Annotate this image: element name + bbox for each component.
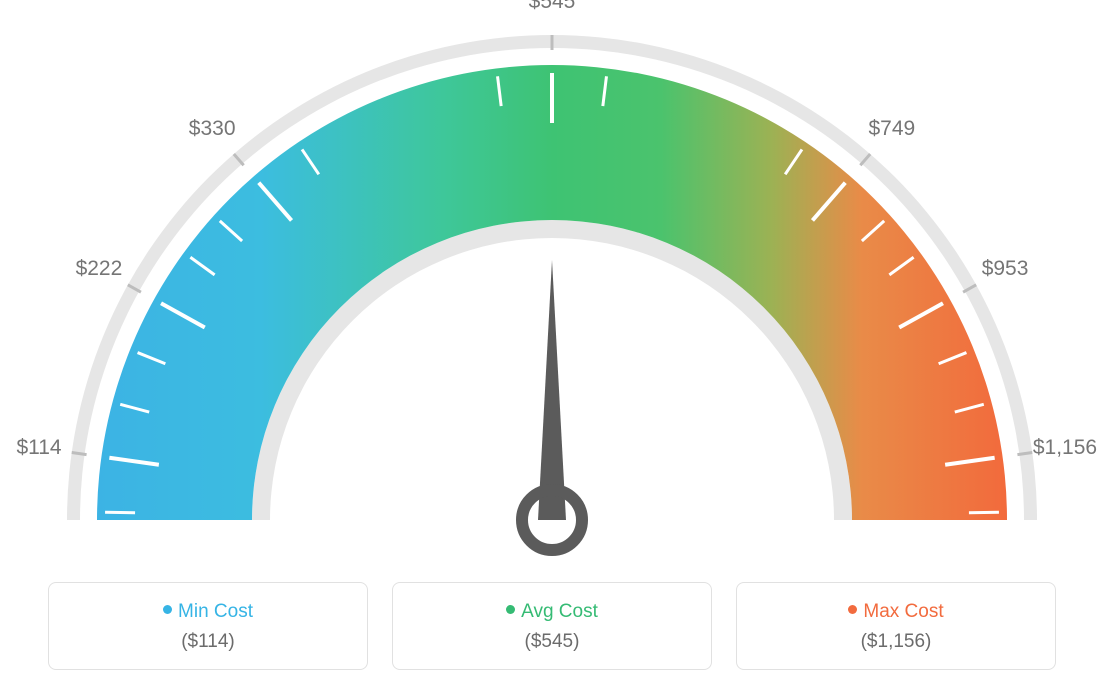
dot-icon xyxy=(506,605,515,614)
gauge-tick-label: $953 xyxy=(982,257,1029,281)
legend-avg-label: Avg Cost xyxy=(521,601,598,622)
legend-max-title: Max Cost xyxy=(737,601,1055,623)
gauge-chart: $114 $222 $330 $545 $749 $953 $1,156 xyxy=(0,0,1104,560)
legend-min-label: Min Cost xyxy=(178,601,253,622)
gauge-tick-label: $114 xyxy=(16,436,61,460)
gauge-tick-label: $545 xyxy=(529,0,576,14)
legend-avg-title: Avg Cost xyxy=(393,601,711,623)
legend-card-avg: Avg Cost ($545) xyxy=(392,582,712,670)
legend-card-min: Min Cost ($114) xyxy=(48,582,368,670)
legend-row: Min Cost ($114) Avg Cost ($545) Max Cost… xyxy=(0,582,1104,670)
gauge-tick-label: $330 xyxy=(189,117,236,141)
dot-icon xyxy=(163,605,172,614)
legend-min-value: ($114) xyxy=(49,631,367,653)
gauge-svg xyxy=(0,0,1104,560)
gauge-tick-label: $749 xyxy=(868,117,915,141)
legend-card-max: Max Cost ($1,156) xyxy=(736,582,1056,670)
gauge-tick-label: $1,156 xyxy=(1033,436,1097,460)
dot-icon xyxy=(848,605,857,614)
legend-max-label: Max Cost xyxy=(863,601,943,622)
gauge-tick-label: $222 xyxy=(76,257,123,281)
legend-max-value: ($1,156) xyxy=(737,631,1055,653)
legend-min-title: Min Cost xyxy=(49,601,367,623)
legend-avg-value: ($545) xyxy=(393,631,711,653)
